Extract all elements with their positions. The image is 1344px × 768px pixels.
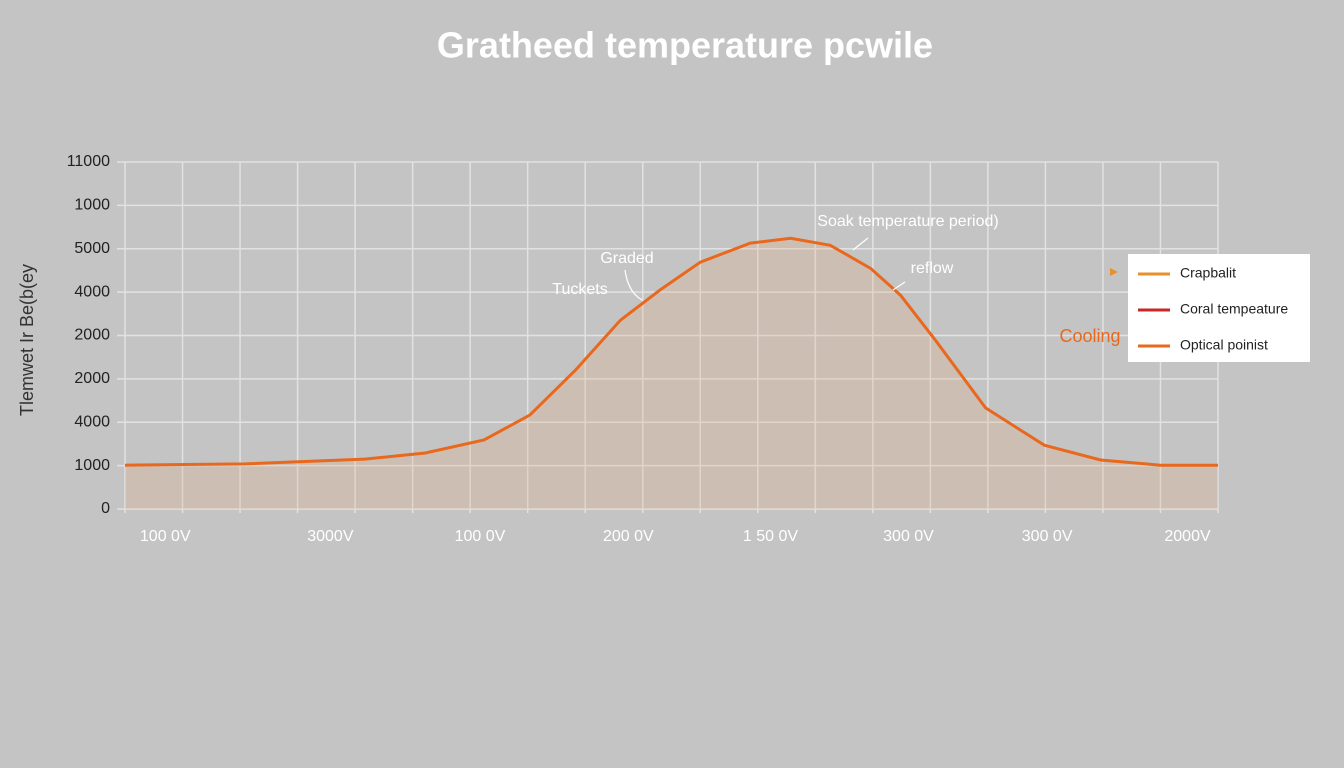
annotation-arrow	[892, 281, 906, 291]
line	[124, 236, 1218, 467]
chart-title: Grathеed temperature pcwile	[437, 25, 933, 66]
y-axis-label: Tlemwet Ir Be(b(ey	[17, 264, 37, 416]
y-tick-label: 0	[101, 500, 110, 517]
y-tick-label: 4000	[74, 413, 110, 430]
annotation: Cooling	[1059, 326, 1120, 346]
x-tick-label: 300 0V	[883, 528, 934, 545]
legend-box	[1128, 254, 1310, 362]
y-tick-label: 5000	[74, 240, 110, 257]
x-tick-label: 100 0V	[140, 528, 191, 545]
y-tick-label: 2000	[74, 327, 110, 344]
annotation: Graded	[600, 250, 653, 267]
x-tick-label: 2000V	[1164, 528, 1211, 545]
annotation: Tuckets	[552, 281, 607, 298]
legend-label: Coral tempeature	[1180, 301, 1288, 317]
annotation-arrow	[852, 237, 869, 251]
annotation: Soak temperature period)	[817, 213, 998, 230]
y-tick-label: 2000	[74, 370, 110, 387]
annotation-arrow	[624, 269, 643, 301]
x-tick-label: 300 0V	[1022, 528, 1073, 545]
x-tick-label: 200 0V	[603, 528, 654, 545]
area	[125, 238, 1218, 510]
annotation: reflow	[911, 260, 954, 277]
legend-label: Optical poinist	[1180, 337, 1268, 353]
y-tick-label: 1000	[74, 457, 110, 474]
y-tick-label: 11000	[67, 153, 110, 170]
x-tick-label: 1 50 0V	[743, 528, 798, 545]
annotation-arrow	[1110, 268, 1118, 276]
legend-label: Crapbalit	[1180, 265, 1236, 281]
y-tick-label: 4000	[74, 283, 110, 300]
y-tick-label: 1000	[74, 197, 110, 214]
x-tick-label: 100 0V	[455, 528, 506, 545]
x-tick-label: 3000V	[307, 528, 354, 545]
